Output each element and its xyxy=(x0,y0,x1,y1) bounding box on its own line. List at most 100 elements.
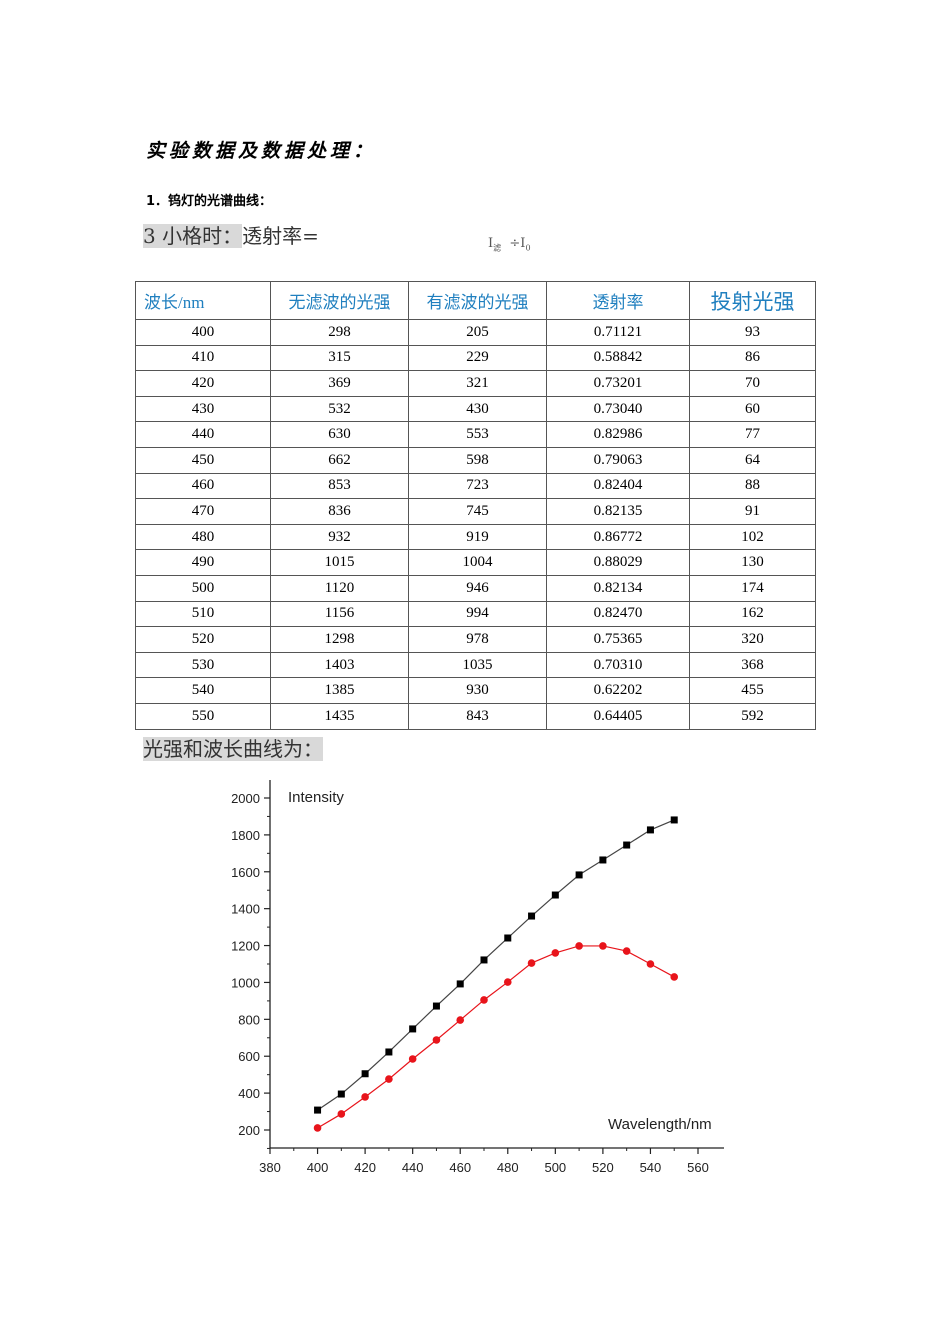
data-point-circle xyxy=(527,959,536,967)
table-cell: 162 xyxy=(689,600,816,628)
table-cell: 930 xyxy=(408,677,547,704)
data-point-circle xyxy=(337,1110,346,1118)
table-cell: 550 xyxy=(135,702,271,730)
data-point-square xyxy=(337,1090,345,1098)
data-point-circle xyxy=(456,1016,465,1024)
data-point-circle xyxy=(622,947,631,955)
transmittance-label: 3 小格时：透射率= xyxy=(143,220,319,249)
table-cell: 440 xyxy=(135,421,271,448)
x-tick-label: 400 xyxy=(307,1160,329,1175)
table-row: 500 1120 946 0.82134 174 xyxy=(135,574,816,602)
section-heading: 实验数据及数据处理： xyxy=(146,140,377,162)
table-cell: 93 xyxy=(689,319,816,346)
table-cell: 0.73040 xyxy=(546,395,690,423)
table-cell: 978 xyxy=(408,626,547,653)
data-point-square xyxy=(623,841,631,849)
table-row: 460 853 723 0.82404 88 xyxy=(135,472,816,500)
table-cell: 598 xyxy=(408,446,547,474)
data-point-square xyxy=(670,816,678,824)
table-cell: 853 xyxy=(270,472,409,500)
table-cell: 946 xyxy=(408,574,547,602)
table-cell: 932 xyxy=(270,523,409,551)
table-row: 530 1403 1035 0.70310 368 xyxy=(135,651,816,679)
table-row: 410 315 229 0.58842 86 xyxy=(135,344,816,372)
table-row: 550 1435 843 0.64405 592 xyxy=(135,702,816,730)
table-row: 420 369 321 0.73201 70 xyxy=(135,370,816,397)
table-cell: 320 xyxy=(689,626,816,653)
table-cell: 662 xyxy=(270,446,409,474)
spectrum-data-table: 波长/nm 无滤波的光强 有滤波的光强 透射率 投射光强 400 298 205 0.… xyxy=(135,281,816,730)
data-point-circle xyxy=(313,1124,322,1132)
table-cell: 102 xyxy=(689,523,816,551)
table-cell: 0.62202 xyxy=(546,677,690,704)
x-tick-label: 440 xyxy=(402,1160,424,1175)
x-tick-label: 560 xyxy=(687,1160,709,1175)
table-cell: 0.79063 xyxy=(546,446,690,474)
table-row: 450 662 598 0.79063 64 xyxy=(135,446,816,474)
table-cell: 1015 xyxy=(270,549,409,576)
data-point-circle xyxy=(361,1093,369,1101)
table-cell: 86 xyxy=(689,344,816,372)
table-cell: 91 xyxy=(689,498,816,525)
table-cell: 174 xyxy=(689,574,816,602)
table-cell: 480 xyxy=(135,523,271,551)
y-tick-label: 1600 xyxy=(231,865,260,880)
table-cell: 0.75365 xyxy=(546,626,690,653)
table-cell: 843 xyxy=(408,702,547,730)
table-cell: 321 xyxy=(408,370,547,397)
y-tick-label: 400 xyxy=(238,1086,260,1101)
subsection-heading: 1．钨灯的光谱曲线： xyxy=(146,194,273,209)
table-cell: 430 xyxy=(408,395,547,423)
data-point-circle xyxy=(599,942,607,950)
table-cell: 400 xyxy=(135,319,271,346)
table-cell: 410 xyxy=(135,344,271,372)
table-cell: 0.58842 xyxy=(546,344,690,372)
table-row: 540 1385 930 0.62202 455 xyxy=(135,677,816,704)
data-point-circle xyxy=(646,960,655,968)
chart-series xyxy=(313,816,679,1132)
y-tick-label: 1400 xyxy=(231,902,260,917)
table-cell: 1435 xyxy=(270,702,409,730)
data-point-square xyxy=(361,1070,369,1078)
table-row: 430 532 430 0.73040 60 xyxy=(135,395,816,423)
table-cell: 1120 xyxy=(270,574,409,602)
table-cell: 919 xyxy=(408,523,547,551)
highlighted-text: 3 小格时： xyxy=(143,224,243,248)
data-point-square xyxy=(504,934,512,942)
table-row: 480 932 919 0.86772 102 xyxy=(135,523,816,551)
table-cell: 723 xyxy=(408,472,547,500)
table-cell: 0.82135 xyxy=(546,498,690,525)
table-cell: 0.64405 xyxy=(546,702,690,730)
table-cell: 77 xyxy=(689,421,816,448)
y-tick-label: 600 xyxy=(238,1049,260,1064)
table-cell: 70 xyxy=(689,370,816,397)
data-point-circle xyxy=(408,1055,417,1063)
table-cell: 369 xyxy=(270,370,409,397)
table-cell: 0.82470 xyxy=(546,600,690,628)
table-cell: 836 xyxy=(270,498,409,525)
table-cell: 64 xyxy=(689,446,816,474)
table-row: 470 836 745 0.82135 91 xyxy=(135,498,816,525)
table-cell: 0.82986 xyxy=(546,421,690,448)
x-tick-label: 420 xyxy=(354,1160,376,1175)
y-tick-label: 200 xyxy=(238,1123,260,1138)
data-point-square xyxy=(456,980,464,988)
data-point-circle xyxy=(670,973,679,981)
table-cell: 130 xyxy=(689,549,816,576)
data-point-circle xyxy=(480,996,488,1004)
table-cell: 540 xyxy=(135,677,271,704)
table-cell: 994 xyxy=(408,600,547,628)
x-tick-label: 380 xyxy=(259,1160,281,1175)
table-cell: 430 xyxy=(135,395,271,423)
data-point-square xyxy=(432,1002,440,1010)
intensity-wavelength-chart: 200 400 600 800 1000 1200 1400 1600 1800 2000 380 4… xyxy=(231,780,724,1175)
data-point-square xyxy=(646,826,654,834)
table-cell: 0.86772 xyxy=(546,523,690,551)
col-transmittance: 透射率 xyxy=(546,281,690,320)
data-point-circle xyxy=(503,978,512,986)
table-cell: 500 xyxy=(135,574,271,602)
table-cell: 0.70310 xyxy=(546,651,690,679)
data-point-circle xyxy=(432,1036,441,1044)
data-point-circle xyxy=(575,942,583,950)
table-cell: 1298 xyxy=(270,626,409,653)
